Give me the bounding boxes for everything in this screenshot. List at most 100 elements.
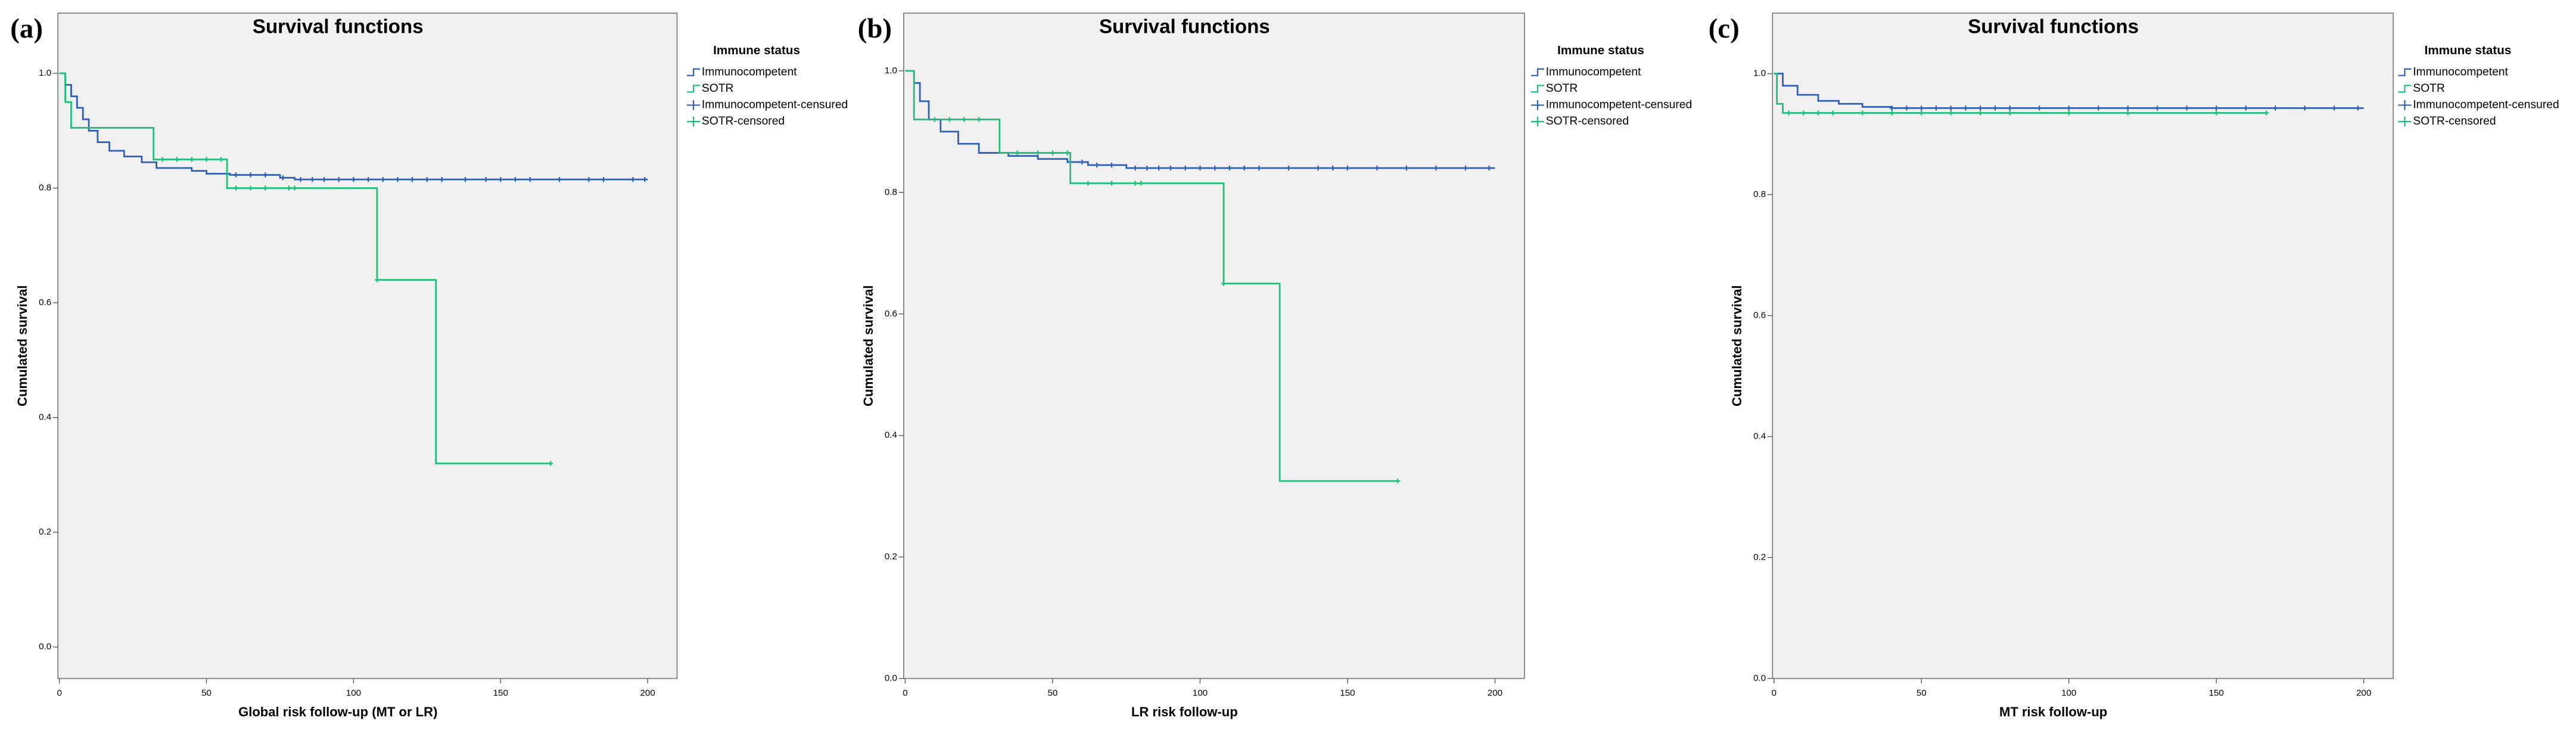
legend-symbol [1530,68,1545,76]
censor-mark [1889,105,1894,111]
survival-curve [59,72,648,181]
censor-mark [2007,110,2012,116]
censor-mark [2355,105,2360,111]
y-tick-label: 0.2 [39,527,51,537]
legend-label: Immunocompetent-censured [1546,99,1692,111]
survival-curve [905,70,1398,482]
censor-mark [1933,105,1939,111]
censor-mark [263,185,268,191]
legend-symbol [2398,85,2412,93]
censor-mark [160,157,165,162]
censor-mark [1889,110,1894,116]
y-tick-label: 1.0 [885,66,897,76]
chart-title: Survival functions [1099,16,1270,38]
censor-mark [298,177,303,182]
censor-mark [395,177,400,182]
censor-mark [1948,105,1953,111]
censor-mark [2214,105,2219,111]
x-tick-label: 200 [2356,688,2371,698]
x-tick-label: 50 [201,688,211,698]
chart-title: Survival functions [1968,16,2139,38]
censor-mark [1227,165,1233,171]
censor-mark [380,177,385,182]
y-tick-label: 0.0 [885,673,897,684]
legend-symbol [687,116,701,127]
censor-mark [1330,165,1336,171]
censor-mark [263,172,268,178]
censor-mark [1978,110,1983,116]
x-axis-label: MT risk follow-up [1999,704,2107,719]
censor-mark [2273,105,2278,111]
censor-mark [527,177,533,182]
legend-label: Immunocompetent [702,66,797,78]
censor-mark [1978,105,1983,111]
censor-mark [365,177,371,182]
censor-mark [1315,165,1321,171]
legend-label: SOTR-censored [1546,115,1629,128]
panel-label: (a) [10,13,43,44]
censor-mark [1050,150,1056,156]
censor-mark [175,157,180,162]
censor-mark [219,157,224,162]
panel-label: (b) [858,13,892,44]
censor-mark [1256,165,1262,171]
panel: (c) Survival functions MT risk follow-up Cu… [1709,13,2559,719]
censor-mark [1079,159,1085,164]
censor-mark [1183,165,1188,171]
censor-mark [548,461,553,466]
y-axis-label: Cumulated survival [1729,285,1744,406]
legend-symbol [1530,85,1545,93]
censor-mark [556,177,562,182]
y-tick-label: 0.6 [1753,310,1766,321]
censor-mark [1904,105,1909,111]
censor-mark [321,177,327,182]
censor-mark [286,185,291,191]
censor-mark [439,177,444,182]
x-tick-label: 150 [1340,688,1355,698]
censor-mark [1404,165,1410,171]
y-tick-label: 0.4 [885,430,897,440]
censor-mark [2007,105,2012,111]
censor-mark [601,177,606,182]
y-tick-label: 0.6 [885,309,897,319]
plot-area [57,13,678,679]
y-tick-label: 0.6 [39,297,51,308]
censor-mark [1138,181,1144,186]
y-tick-label: 0.2 [1753,552,1766,563]
censor-mark [1133,165,1138,171]
censor-mark [1486,165,1492,171]
legend-symbol [2398,68,2412,76]
censor-mark [1168,165,1174,171]
survival-curve [905,70,1495,169]
legend-symbol [1530,100,1545,110]
censor-mark [1197,165,1203,171]
censor-mark [2264,110,2269,116]
censor-mark [233,172,239,178]
legend-label: SOTR-censored [702,115,785,128]
x-tick-label: 0 [57,688,61,698]
censor-mark [310,177,315,182]
y-tick-label: 0.4 [1753,431,1766,442]
legend-title: Immune status [713,44,800,57]
censor-mark [2155,105,2160,111]
censor-mark [2302,105,2307,111]
x-tick-label: 100 [2061,688,2076,698]
censor-mark [1286,165,1292,171]
censor-mark [1221,281,1227,286]
y-tick-label: 0.8 [39,183,51,193]
y-axis-label: Cumulated survival [861,285,876,406]
censor-mark [2066,110,2071,116]
legend-label: Immunocompetent-censured [2413,99,2559,111]
legend-label: SOTR [2413,82,2445,95]
censor-mark [1374,165,1380,171]
censor-mark [2243,105,2248,111]
x-tick-label: 200 [640,688,655,698]
censor-mark [2125,110,2130,116]
legend-label: Immunocompetent [1546,66,1641,78]
censor-mark [2184,105,2189,111]
censor-mark [2125,105,2130,111]
legend-symbol [1530,116,1545,127]
censor-mark [586,177,592,182]
y-tick-label: 0.4 [39,412,51,423]
